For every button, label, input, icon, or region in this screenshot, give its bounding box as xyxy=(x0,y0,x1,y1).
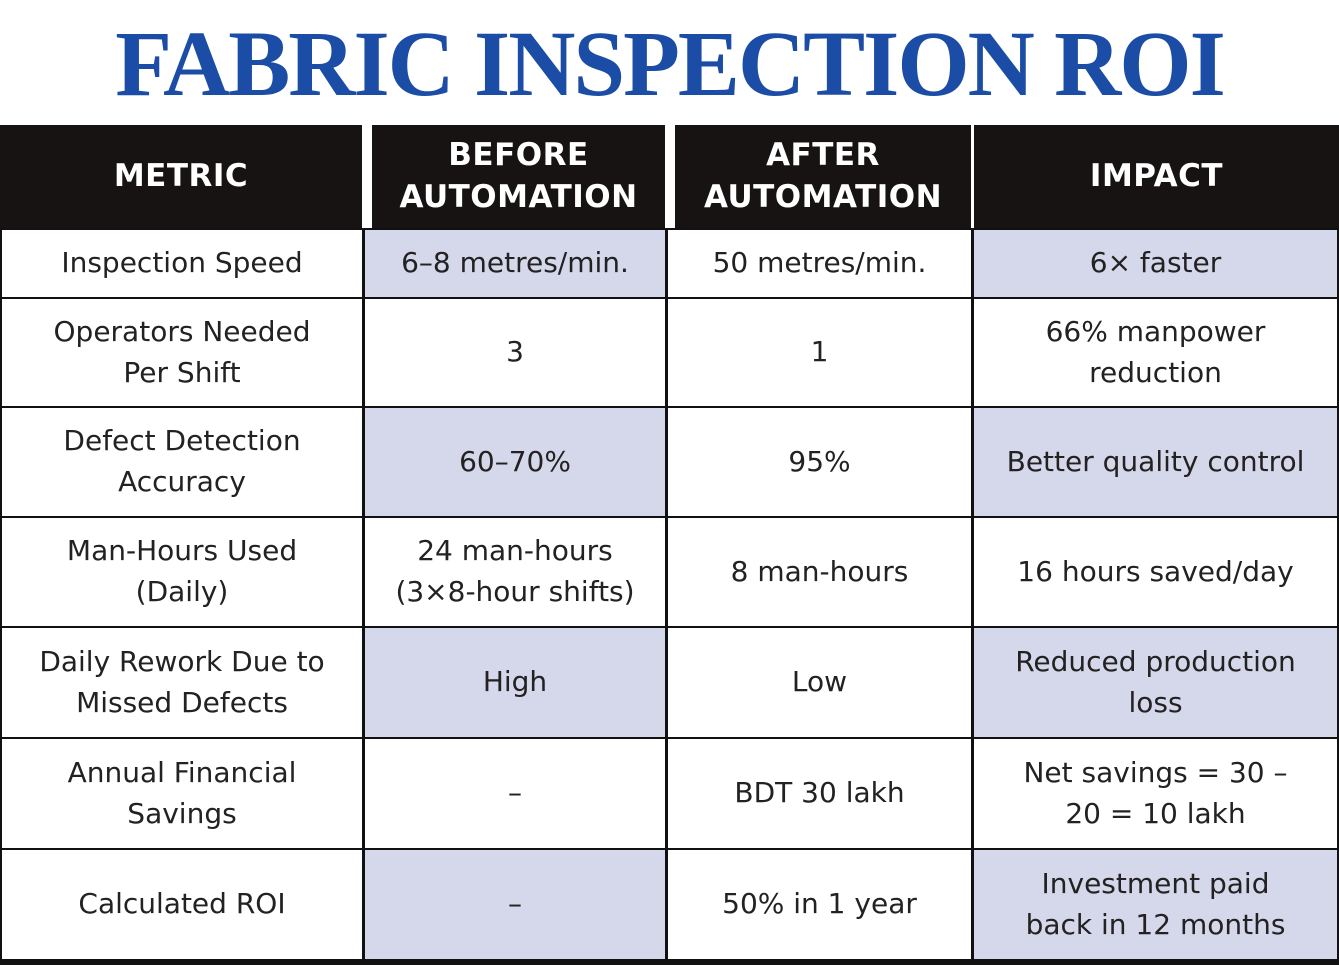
column-header-impact: IMPACT xyxy=(971,125,1339,228)
cell-before: High xyxy=(362,626,665,737)
cell-impact: 16 hours saved/day xyxy=(971,516,1339,626)
cell-metric: Annual Financial Savings xyxy=(0,737,362,848)
cell-after: Low xyxy=(665,626,971,737)
column-header-metric: METRIC xyxy=(0,125,362,228)
cell-metric: Man-Hours Used (Daily) xyxy=(0,516,362,626)
cell-impact: 66% manpower reduction xyxy=(971,297,1339,406)
cell-impact: Reduced production loss xyxy=(971,626,1339,737)
cell-before: – xyxy=(362,737,665,848)
cell-before: 3 xyxy=(362,297,665,406)
cell-metric: Daily Rework Due to Missed Defects xyxy=(0,626,362,737)
cell-after: 50 metres/min. xyxy=(665,228,971,297)
cell-after: BDT 30 lakh xyxy=(665,737,971,848)
column-header-after-automation: AFTER AUTOMATION xyxy=(665,125,971,228)
cell-before: 6–8 metres/min. xyxy=(362,228,665,297)
cell-before: 24 man-hours (3×8-hour shifts) xyxy=(362,516,665,626)
cell-metric: Inspection Speed xyxy=(0,228,362,297)
column-header-before-automation: BEFORE AUTOMATION xyxy=(362,125,665,228)
cell-after: 8 man-hours xyxy=(665,516,971,626)
cell-after: 95% xyxy=(665,406,971,516)
cell-before: 60–70% xyxy=(362,406,665,516)
cell-after: 50% in 1 year xyxy=(665,848,971,959)
cell-metric: Operators Needed Per Shift xyxy=(0,297,362,406)
page-title: FABRIC INSPECTION ROI xyxy=(115,13,1226,116)
cell-after: 1 xyxy=(665,297,971,406)
cell-impact: Better quality control xyxy=(971,406,1339,516)
cell-impact: 6× faster xyxy=(971,228,1339,297)
cell-metric: Defect Detection Accuracy xyxy=(0,406,362,516)
title-band: FABRIC INSPECTION ROI xyxy=(0,0,1339,125)
cell-metric: Calculated ROI xyxy=(0,848,362,959)
cell-impact: Investment paid back in 12 months xyxy=(971,848,1339,959)
cell-impact: Net savings = 30 – 20 = 10 lakh xyxy=(971,737,1339,848)
cell-before: – xyxy=(362,848,665,959)
roi-table: METRIC BEFORE AUTOMATION AFTER AUTOMATIO… xyxy=(0,125,1339,965)
